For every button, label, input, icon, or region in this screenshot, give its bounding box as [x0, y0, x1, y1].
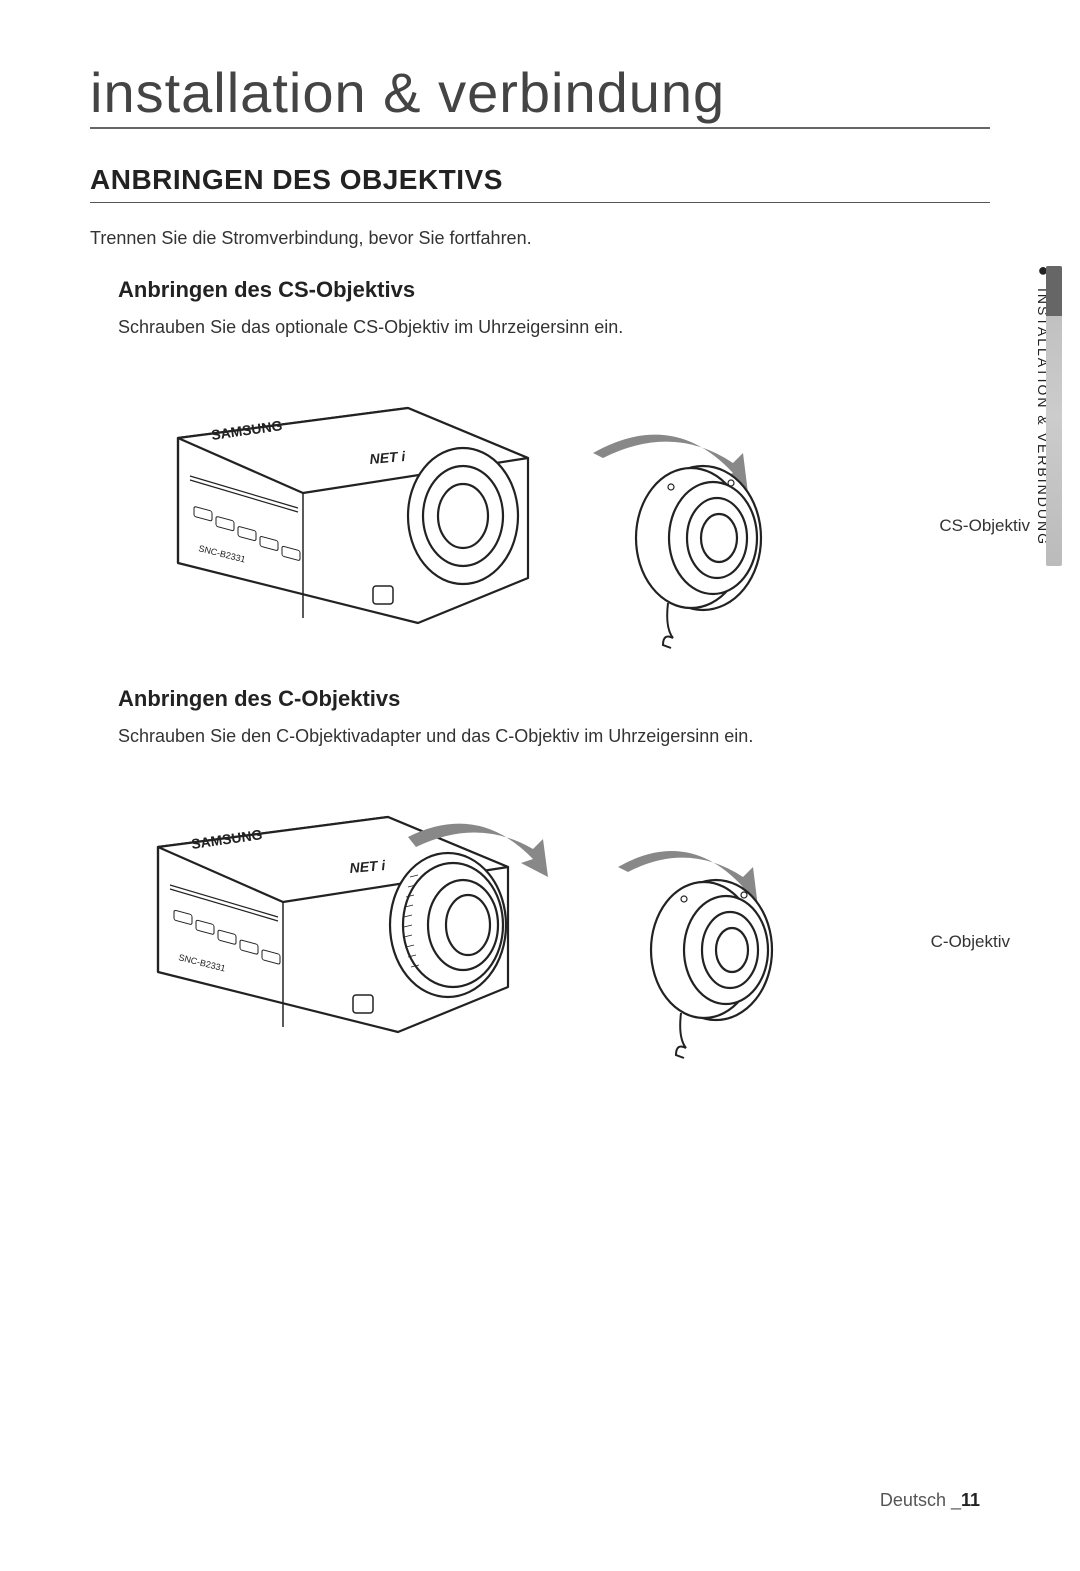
- footer-page-number: 11: [961, 1490, 980, 1510]
- footer-lang: Deutsch _: [880, 1490, 961, 1510]
- diagram-c: SAMSUNG NET i SNC-B2331 C-Objektiv: [118, 777, 990, 1067]
- camera-line-2: NET i: [349, 857, 387, 876]
- page-title: installation & verbindung: [90, 60, 990, 129]
- camera-line: NET i: [369, 448, 407, 467]
- subsection-cs: Anbringen des CS-Objektivs Schrauben Sie…: [118, 277, 990, 338]
- side-tab: ● INSTALLATION & VERBINDUNG: [1024, 260, 1062, 570]
- callout-c: C-Objektiv: [931, 932, 1010, 952]
- sub1-heading: Anbringen des CS-Objektivs: [118, 277, 990, 303]
- subsection-c: Anbringen des C-Objektivs Schrauben Sie …: [118, 686, 990, 747]
- intro-text: Trennen Sie die Stromverbindung, bevor S…: [90, 228, 990, 249]
- sub1-text: Schrauben Sie das optionale CS-Objektiv …: [118, 317, 990, 338]
- callout-cs: CS-Objektiv: [939, 516, 1030, 536]
- sub2-heading: Anbringen des C-Objektivs: [118, 686, 990, 712]
- page-footer: Deutsch _11: [880, 1490, 980, 1511]
- diagram-cs: SAMSUNG NET i SNC-B2331: [118, 368, 990, 658]
- section-heading: ANBRINGEN DES OBJEKTIVS: [90, 164, 990, 203]
- sub2-text: Schrauben Sie den C-Objektivadapter und …: [118, 726, 990, 747]
